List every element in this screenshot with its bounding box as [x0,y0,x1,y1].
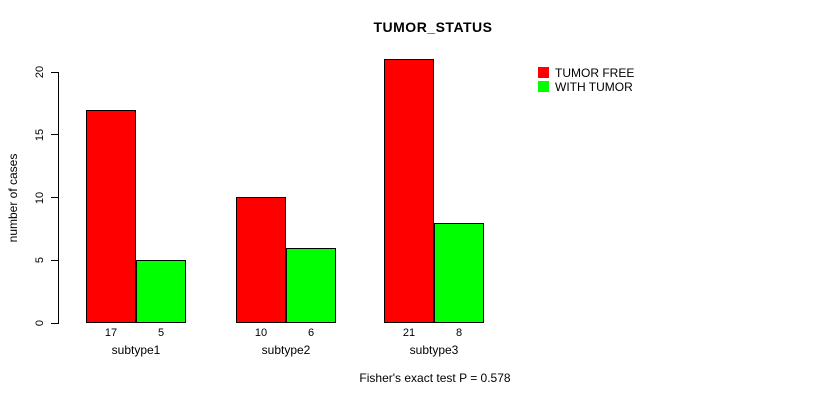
x-axis-label-subtype3: subtype3 [409,343,459,357]
y-axis-tick [51,197,58,198]
legend-item-tumor-free: TUMOR FREE [538,65,635,80]
y-axis-tick-label: 20 [34,65,46,79]
x-axis-label-subtype1: subtype1 [111,343,161,357]
bar-value-label: 17 [104,327,118,339]
bar-tumor-free-subtype1 [86,110,136,323]
bar-value-label: 8 [455,327,463,339]
y-axis-tick [51,259,58,261]
y-axis-tick-label: 10 [34,191,46,204]
bar-tumor-free-subtype2 [236,197,286,323]
y-axis-tick-label: 15 [34,128,46,141]
legend-swatch-green-icon [538,81,549,92]
y-axis-tick-label: 5 [34,257,46,264]
legend-label: WITH TUMOR [555,79,633,94]
y-axis-tick [51,322,58,324]
legend-item-with-tumor: WITH TUMOR [538,79,633,94]
y-axis-title: number of cases [6,153,20,243]
legend-swatch-red-icon [538,67,549,78]
fisher-test-annotation: Fisher's exact test P = 0.578 [359,371,511,385]
x-axis-label-subtype2: subtype2 [261,343,311,357]
bar-with-tumor-subtype2 [286,248,336,323]
y-axis-tick [51,134,58,136]
y-axis-line [58,72,59,324]
y-axis-tick-label: 0 [34,319,46,327]
bar-with-tumor-subtype3 [434,223,484,323]
bar-value-label: 21 [402,327,416,339]
bar-value-label: 6 [307,327,315,339]
bar-value-label: 10 [254,327,268,339]
legend-label: TUMOR FREE [555,65,635,80]
y-axis-tick [51,71,58,73]
bar-with-tumor-subtype1 [136,260,186,323]
bar-tumor-free-subtype3 [384,59,434,323]
chart-title: TUMOR_STATUS [373,19,493,35]
bar-value-label: 5 [157,327,165,339]
